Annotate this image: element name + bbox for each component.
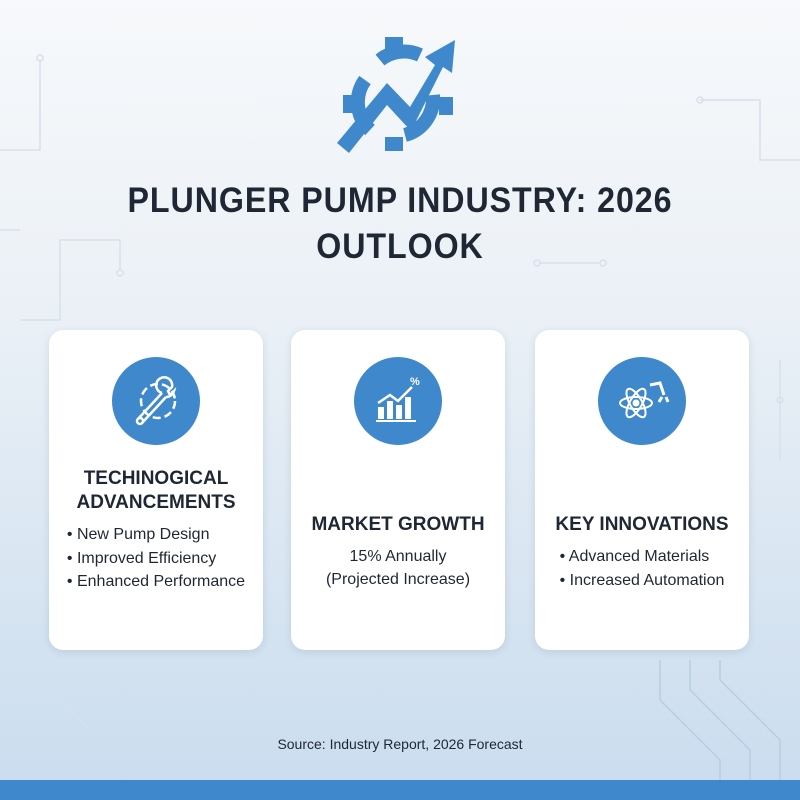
svg-text:%: % — [410, 376, 420, 388]
source-note: Source: Industry Report, 2026 Forecast — [277, 736, 523, 752]
title-line-1: PLUNGER PUMP INDUSTRY: 2026 — [127, 181, 673, 220]
page-title: PLUNGER PUMP INDUSTRY: 2026 OUTLOOK — [32, 178, 768, 270]
atom-robot-arm-icon — [598, 357, 686, 445]
list-item: Advanced Materials — [560, 545, 725, 569]
card-market-growth: % MARKET GROWTH 15% Annually (Projected … — [291, 330, 505, 650]
card-technological-advancements: TECHINOGICAL ADVANCEMENTS New Pump Design… — [49, 330, 263, 650]
card-heading: KEY INNOVATIONS — [555, 514, 729, 535]
list-item: Improved Efficiency — [67, 547, 245, 571]
gear-growth-arrow-logo — [337, 37, 455, 153]
card-heading: MARKET GROWTH — [311, 514, 485, 535]
list-item: Enhanced Performance — [67, 570, 245, 594]
footer-bar — [0, 780, 800, 800]
growth-note: (Projected Increase) — [325, 571, 471, 588]
gear-wrench-icon — [112, 357, 200, 445]
growth-rate: 15% Annually — [349, 548, 447, 565]
feature-list: New Pump Design Improved Efficiency Enha… — [67, 523, 245, 594]
card-key-innovations: KEY INNOVATIONS Advanced Materials Incre… — [535, 330, 749, 650]
card-heading-line-2: ADVANCEMENTS — [76, 492, 236, 513]
card-heading-line-1: TECHINOGICAL — [83, 468, 229, 489]
list-item: New Pump Design — [67, 523, 245, 547]
innovation-list: Advanced Materials Increased Automation — [560, 545, 725, 592]
list-item: Increased Automation — [560, 569, 725, 593]
title-line-2: OUTLOOK — [316, 227, 484, 266]
bar-chart-percent-icon: % — [354, 357, 442, 445]
